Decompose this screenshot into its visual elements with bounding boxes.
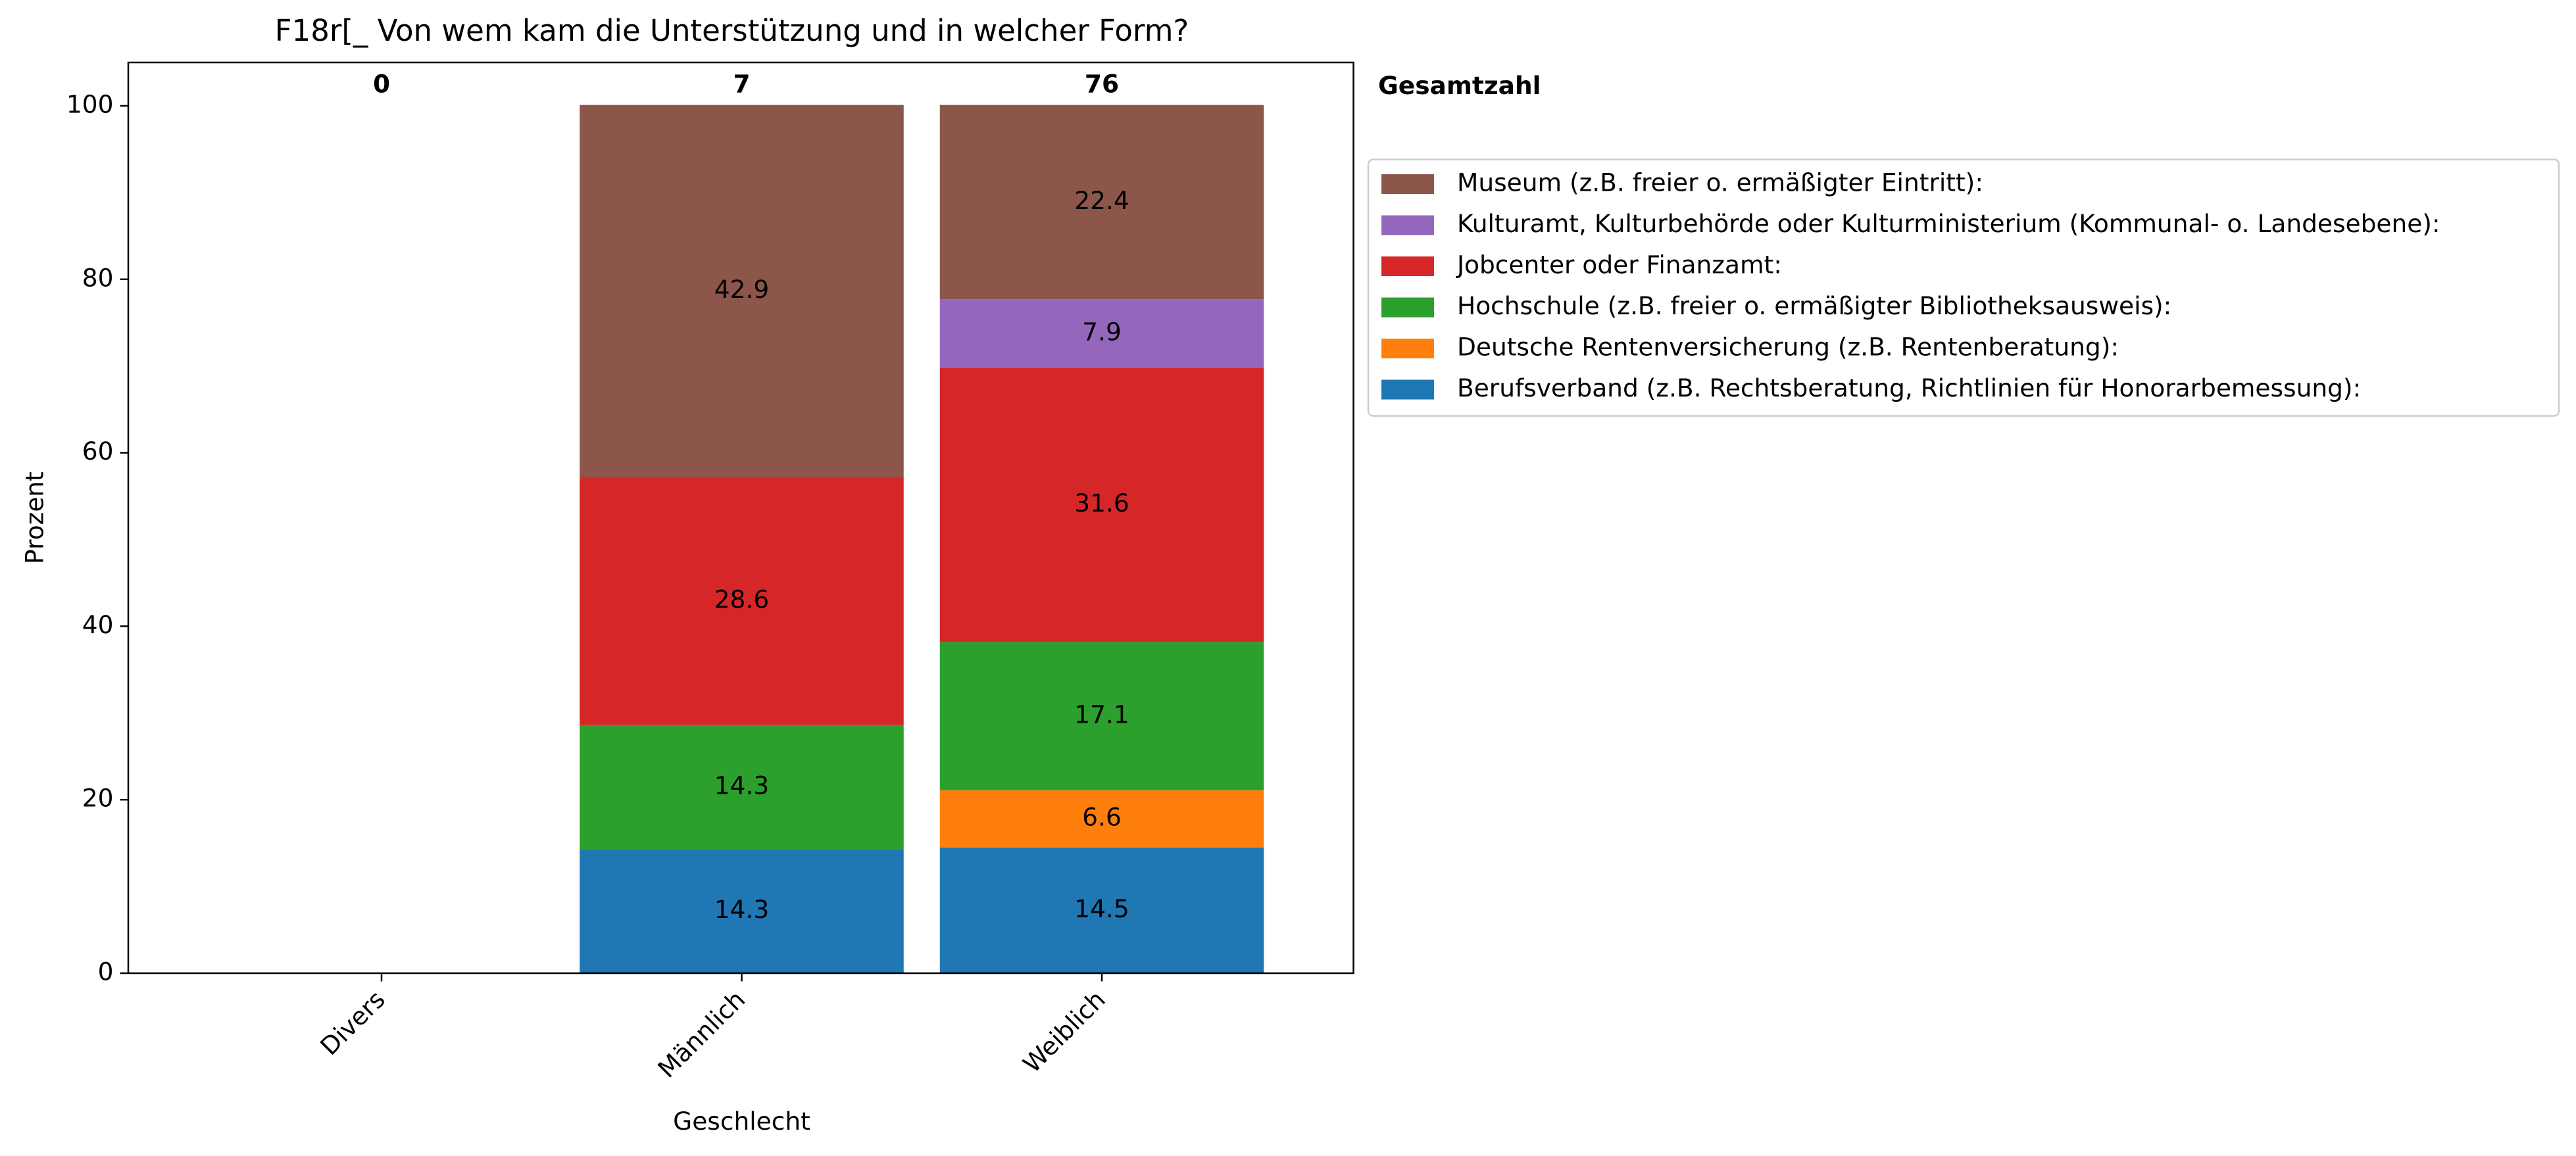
y-tick-label: 0	[98, 957, 114, 986]
value-label: 31.6	[1074, 489, 1129, 518]
legend-label: Kulturamt, Kulturbehörde oder Kulturmini…	[1457, 209, 2440, 238]
value-label: 42.9	[714, 275, 770, 304]
y-tick-label: 80	[82, 263, 114, 292]
bar-segment	[939, 299, 1264, 368]
legend-label: Berufsverband (z.B. Rechtsberatung, Rich…	[1457, 373, 2361, 402]
value-label: 14.3	[714, 895, 770, 924]
y-tick-label: 100	[66, 89, 114, 118]
legend-swatch	[1381, 174, 1434, 194]
legend-swatch	[1381, 215, 1434, 235]
value-label: 14.3	[714, 771, 770, 800]
legend-swatch	[1381, 256, 1434, 276]
legend-frame	[1367, 158, 2560, 417]
plot-frame	[127, 61, 1354, 975]
bar-segment	[580, 849, 904, 973]
bar-segment	[939, 847, 1264, 973]
total-label: 0	[373, 70, 390, 99]
x-tick-label: Männlich	[652, 985, 751, 1084]
x-tick-label: Divers	[314, 985, 391, 1061]
x-axis-label: Geschlecht	[673, 1107, 810, 1136]
legend-swatch	[1381, 297, 1434, 318]
legend-title: Gesamtzahl	[1378, 71, 1541, 100]
legend-label: Hochschule (z.B. freier o. ermäßigter Bi…	[1457, 291, 2171, 320]
legend-label: Museum (z.B. freier o. ermäßigter Eintri…	[1457, 168, 1983, 197]
y-tick-label: 20	[82, 784, 114, 813]
bar-segment	[939, 105, 1264, 300]
bar-segment	[939, 368, 1264, 642]
legend-swatch	[1381, 339, 1434, 358]
legend-label: Deutsche Rentenversicherung (z.B. Renten…	[1457, 332, 2119, 361]
bar-segment	[580, 725, 904, 850]
y-tick-label: 60	[82, 437, 114, 466]
total-label: 7	[733, 70, 750, 99]
bar-segment	[580, 105, 904, 477]
legend-swatch	[1381, 379, 1434, 400]
y-tick-label: 40	[82, 610, 114, 639]
value-label: 6.6	[1082, 803, 1122, 832]
x-tick-label: Weiblich	[1017, 985, 1110, 1078]
bar-segment	[580, 477, 904, 725]
total-label: 76	[1085, 70, 1119, 99]
legend-label: Jobcenter oder Finanzamt:	[1456, 251, 1782, 279]
value-label: 28.6	[714, 585, 770, 614]
y-axis-label: Prozent	[20, 471, 49, 564]
bar-segment	[939, 790, 1264, 848]
value-label: 22.4	[1074, 186, 1129, 215]
value-label: 14.5	[1074, 894, 1129, 923]
value-label: 17.1	[1074, 700, 1129, 729]
bar-segment	[939, 642, 1264, 790]
chart-title: F18r[_ Von wem kam die Unterstützung und…	[275, 13, 1189, 48]
legend: Berufsverband (z.B. Rechtsberatung, Rich…	[1367, 158, 2560, 417]
value-label: 7.9	[1082, 318, 1122, 347]
